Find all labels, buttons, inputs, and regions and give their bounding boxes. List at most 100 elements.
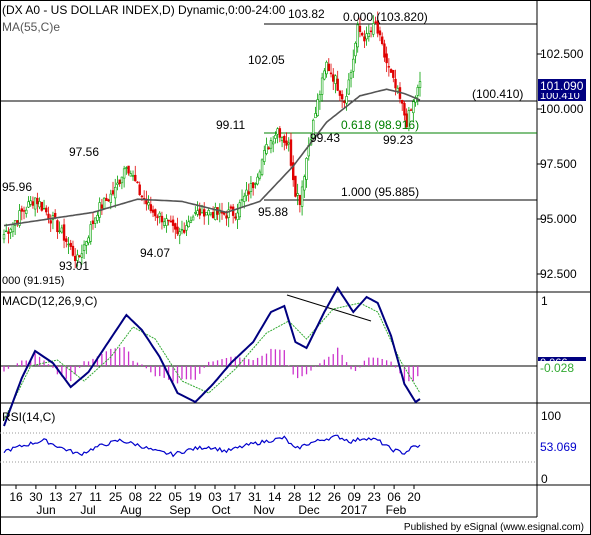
candle-up (300, 186, 304, 207)
candle-down (401, 99, 404, 104)
candle-up (312, 119, 315, 139)
candle-up (240, 198, 244, 201)
y-tick-label: 95.000 (540, 212, 577, 226)
candle-up (254, 183, 257, 185)
candle-down (22, 210, 26, 212)
candle-up (260, 159, 264, 175)
candle-up (87, 237, 90, 244)
candle-up (162, 221, 166, 226)
x-tick-label: 06 (387, 490, 401, 504)
candle-up (191, 216, 195, 221)
candle-down (73, 255, 77, 262)
candle-down (49, 220, 52, 224)
candle-up (249, 183, 253, 192)
candle-up (185, 225, 188, 231)
candle-up (60, 227, 64, 233)
x-month-label: Dec (298, 503, 319, 517)
x-tick-label: 08 (129, 490, 143, 504)
x-tick-label: 11 (89, 490, 102, 504)
price-y-axis: 102.500 100.000 97.500 95.000 92.500 (537, 47, 584, 281)
candle-up (367, 32, 371, 37)
candle-down (380, 36, 384, 45)
candle-up (334, 75, 337, 84)
candle-up (80, 253, 84, 258)
candle-up (265, 144, 268, 154)
candle-up (33, 197, 37, 210)
candle-up (82, 244, 86, 251)
candle-up (258, 171, 262, 179)
candle-up (89, 224, 92, 242)
candle-up (42, 207, 46, 210)
ma-line (3, 88, 421, 227)
candle-down (247, 191, 250, 195)
candle-down (118, 179, 121, 185)
ma-legend: MA(55,C)e (2, 20, 60, 34)
candle-down (140, 195, 144, 198)
fib-label-100: 1.000 (95.885) (341, 185, 419, 199)
candle-down (225, 215, 228, 219)
x-tick-label: 25 (109, 490, 123, 504)
candle-down (156, 216, 159, 219)
candle-up (85, 241, 88, 246)
macd-y-top: 1 (541, 294, 548, 308)
candle-up (76, 254, 79, 261)
candle-up (131, 175, 135, 177)
y-tick-label: 92.500 (540, 267, 577, 281)
x-tick-label: 12 (308, 490, 322, 504)
rsi-panel: 100 0 53.069 RSI(14,C) (0, 403, 591, 486)
last-price-label: 101.090 (540, 79, 584, 93)
candle-up (314, 113, 317, 119)
x-month-label: Sep (169, 503, 191, 517)
annotation-102-05: 102.05 (248, 53, 285, 67)
candle-up (407, 110, 411, 129)
x-axis: 16 30 13 27 11 25 08 22 05 19 03 17 31 14 28 12 26 09 23 06… (9, 485, 421, 517)
candle-down (383, 43, 386, 58)
candle-down (45, 207, 48, 213)
candle-down (329, 72, 333, 75)
candle-down (267, 147, 270, 150)
candle-up (165, 218, 168, 226)
candle-up (29, 200, 32, 205)
candle-down (111, 190, 115, 195)
candle-down (169, 220, 173, 223)
candle-up (356, 24, 359, 48)
candle-up (325, 61, 328, 75)
x-tick-label: 13 (49, 490, 63, 504)
footer-credit: Published by eSignal (www.esignal.com) (404, 522, 584, 533)
candle-down (16, 220, 19, 224)
candle-down (176, 226, 179, 234)
candle-down (31, 201, 35, 206)
candle-down (107, 199, 110, 202)
candle-up (189, 219, 193, 223)
candle-up (349, 72, 353, 79)
candle-up (354, 42, 357, 57)
candle-down (174, 223, 177, 230)
x-month-label: Oct (212, 503, 231, 517)
candle-up (129, 173, 133, 177)
candle-up (365, 33, 368, 40)
rsi-value: 53.069 (540, 440, 577, 454)
x-tick-label: 16 (9, 490, 23, 504)
candle-down (378, 30, 382, 36)
candle-up (147, 202, 150, 206)
candle-down (211, 211, 215, 218)
candle-up (2, 234, 6, 240)
candle-up (227, 209, 230, 218)
candle-down (409, 109, 413, 111)
candle-up (271, 141, 275, 145)
candle-up (414, 96, 417, 103)
candle-up (209, 212, 213, 215)
candle-up (27, 201, 30, 208)
candle-up (158, 212, 161, 217)
candle-up (245, 189, 248, 197)
macd-line (3, 286, 421, 427)
y-tick-label: 97.500 (540, 157, 577, 171)
candle-up (109, 193, 112, 203)
candle-up (316, 99, 319, 117)
candle-up (5, 230, 8, 233)
candle-down (56, 220, 59, 233)
candle-up (256, 176, 259, 185)
fib-label-bottom: 000 (91.915) (2, 275, 64, 287)
candle-up (276, 128, 279, 135)
candle-up (280, 137, 284, 142)
